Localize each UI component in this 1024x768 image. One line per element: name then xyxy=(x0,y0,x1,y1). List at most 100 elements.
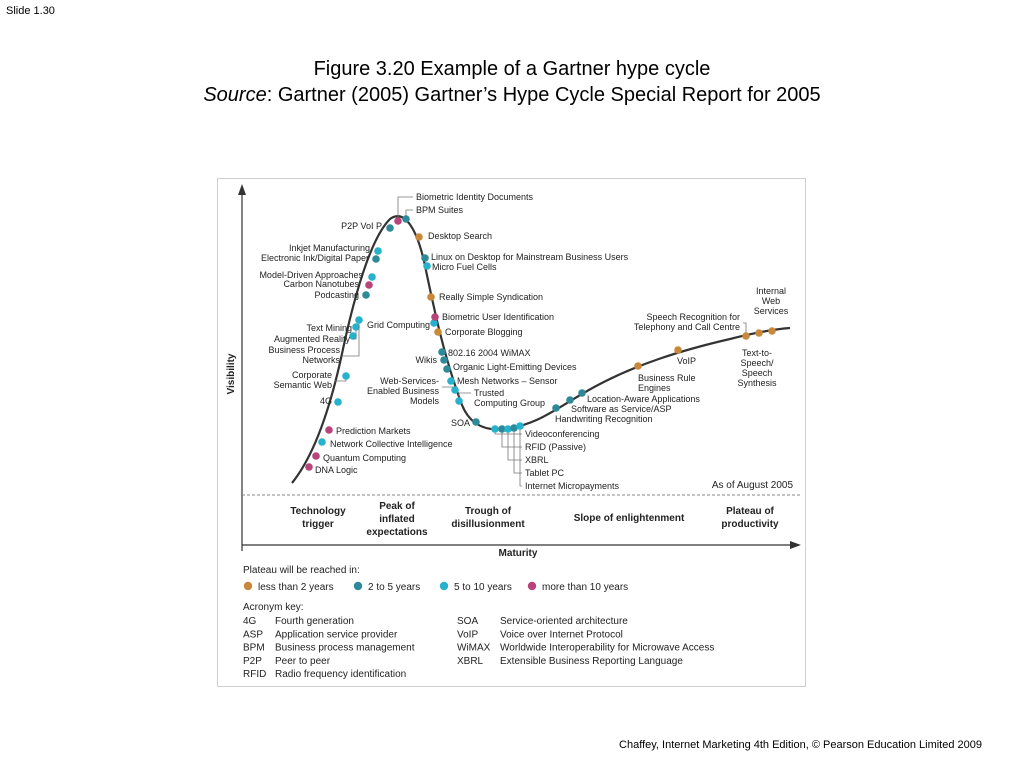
tech-label: Location-Aware Applications xyxy=(587,394,700,404)
tech-dot xyxy=(443,365,451,373)
tech-label: 4G xyxy=(320,396,332,406)
legend-label: 2 to 5 years xyxy=(368,582,420,593)
tech-label: Web-Services- xyxy=(380,376,439,386)
hype-curve xyxy=(291,215,791,484)
acronym-term: 4G xyxy=(243,616,257,627)
tech-label: Telephony and Call Centre xyxy=(634,322,740,332)
tech-label: Internet Micropayments xyxy=(525,481,620,491)
tech-dot xyxy=(362,291,370,299)
tech-dot xyxy=(455,397,463,405)
legend-dot xyxy=(353,581,363,591)
tech-label: Really Simple Syndication xyxy=(439,292,543,302)
tech-label: Inkjet Manufacturing xyxy=(289,243,370,253)
acronym-meaning: Worldwide Interoperability for Microwave… xyxy=(500,643,714,654)
tech-label: Handwriting Recognition xyxy=(555,414,653,424)
legend-label: more than 10 years xyxy=(542,582,628,593)
tech-label: Micro Fuel Cells xyxy=(432,262,497,272)
phase-label: Plateau of xyxy=(726,506,774,517)
acronym-key-title: Acronym key: xyxy=(243,602,304,613)
tech-label: Text-to- xyxy=(742,348,772,358)
tech-label: Augmented Reality xyxy=(274,334,351,344)
tech-label: Networks xyxy=(302,355,340,365)
tech-dot xyxy=(325,426,333,434)
as-of-date: As of August 2005 xyxy=(712,480,794,491)
y-axis-label: Visibility xyxy=(226,353,237,394)
tech-label: Models xyxy=(410,396,440,406)
tech-label: Speech xyxy=(742,368,773,378)
acronym-term: RFID xyxy=(243,669,266,680)
tech-dot xyxy=(451,386,459,394)
tech-dot xyxy=(434,328,442,336)
tech-label: Trusted xyxy=(474,388,504,398)
acronym-meaning: Extensible Business Reporting Language xyxy=(500,656,683,667)
tech-label: Business Process xyxy=(268,345,340,355)
hype-cycle-figure: Visibility Maturity As of August 2005 Techn… xyxy=(217,178,806,687)
tech-label: DNA Logic xyxy=(315,465,358,475)
tech-label: Model-Driven Approaches xyxy=(259,270,363,280)
tech-dot xyxy=(634,362,642,370)
tech-dot xyxy=(386,224,394,232)
tech-label: BPM Suites xyxy=(416,205,464,215)
legend-label: less than 2 years xyxy=(258,582,334,593)
tech-label: Videoconferencing xyxy=(525,429,599,439)
tech-label: P2P VoI P xyxy=(341,221,382,231)
tech-label: Business Rule xyxy=(638,373,696,383)
tech-dot xyxy=(415,233,423,241)
leader-line xyxy=(353,327,357,340)
tech-label: Speech Recognition for xyxy=(646,312,740,322)
hype-cycle-diagram: Visibility Maturity As of August 2005 Techn… xyxy=(226,184,801,680)
tech-dot xyxy=(491,425,499,433)
tech-dot xyxy=(334,398,342,406)
tech-label: Corporate Blogging xyxy=(445,327,523,337)
tech-label: Engines xyxy=(638,383,671,393)
slide-number: Slide 1.30 xyxy=(6,5,55,17)
tech-dot xyxy=(742,332,750,340)
tech-dot xyxy=(402,215,410,223)
legend-dot xyxy=(527,581,537,591)
tech-dot xyxy=(427,293,435,301)
legend-dot xyxy=(243,581,253,591)
phase-label: expectations xyxy=(366,527,428,538)
tech-dot xyxy=(578,389,586,397)
tech-dot xyxy=(318,438,326,446)
legend-title: Plateau will be reached in: xyxy=(243,565,360,576)
figure-source: Source: Gartner (2005) Gartner’s Hype Cy… xyxy=(0,84,1024,107)
acronym-meaning: Business process management xyxy=(275,643,415,654)
tech-label: VoIP xyxy=(677,356,696,366)
source-prefix: Source xyxy=(203,84,267,106)
tech-label: Desktop Search xyxy=(428,231,492,241)
tech-dot xyxy=(504,425,512,433)
tech-label: 802.16 2004 WiMAX xyxy=(448,348,531,358)
tech-label: XBRL xyxy=(525,455,549,465)
acronym-term: WiMAX xyxy=(457,643,491,654)
tech-dot xyxy=(438,348,446,356)
tech-label: Wikis xyxy=(416,355,438,365)
tech-dot xyxy=(349,332,357,340)
acronym-term: BPM xyxy=(243,643,265,654)
tech-dot xyxy=(472,418,480,426)
tech-label: Services xyxy=(754,306,789,316)
tech-label: Network Collective Intelligence xyxy=(330,439,453,449)
tech-dot xyxy=(498,425,506,433)
acronym-term: XBRL xyxy=(457,656,484,667)
tech-label: Electronic Ink/Digital Paper xyxy=(261,253,369,263)
leader-line xyxy=(507,429,522,461)
tech-dot xyxy=(305,463,313,471)
tech-label: Mesh Networks – Sensor xyxy=(457,376,558,386)
phase-label: Slope of enlightenment xyxy=(574,513,685,524)
tech-label: Tablet PC xyxy=(525,468,565,478)
tech-label: Organic Light-Emitting Devices xyxy=(453,362,577,372)
phase-label: inflated xyxy=(379,514,415,525)
tech-label: Linux on Desktop for Mainstream Business… xyxy=(431,252,629,262)
phase-label: trigger xyxy=(302,519,334,530)
tech-label: Podcasting xyxy=(314,290,359,300)
tech-dot xyxy=(440,356,448,364)
x-axis-label: Maturity xyxy=(499,548,538,559)
leader-line xyxy=(519,426,522,487)
tech-dot xyxy=(510,424,518,432)
tech-dot xyxy=(368,273,376,281)
tech-label: Quantum Computing xyxy=(323,453,406,463)
tech-dot xyxy=(394,217,402,225)
tech-dot xyxy=(352,323,360,331)
leader-line xyxy=(343,320,360,357)
